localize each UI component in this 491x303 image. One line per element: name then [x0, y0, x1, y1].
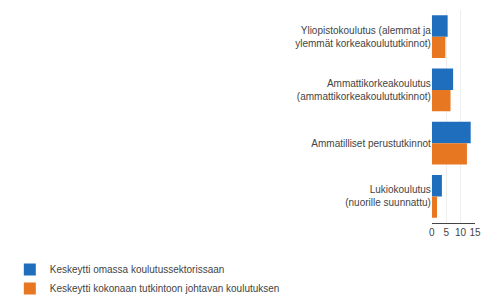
svg-text:Ammattikorkeakoulutus(ammattik: Ammattikorkeakoulutus(ammattikorkeakoulu… [297, 78, 431, 102]
svg-text:Keskeytti omassa koulutussekto: Keskeytti omassa koulutussektorissaan [50, 264, 225, 275]
svg-text:15: 15 [469, 227, 481, 238]
svg-text:Lukiokoulutus(nuorille suunnat: Lukiokoulutus(nuorille suunnattu) [345, 184, 431, 208]
svg-text:0: 0 [429, 227, 435, 238]
svg-text:Keskeytti kokonaan tutkintoon: Keskeytti kokonaan tutkintoon johtavan k… [50, 283, 280, 294]
svg-text:10: 10 [455, 227, 467, 238]
svg-text:Yliopistokoulutus (alemmat jay: Yliopistokoulutus (alemmat jaylemmät kor… [295, 25, 431, 49]
svg-text:5: 5 [443, 227, 449, 238]
svg-text:Ammatilliset perustutkinnot: Ammatilliset perustutkinnot [311, 138, 431, 149]
